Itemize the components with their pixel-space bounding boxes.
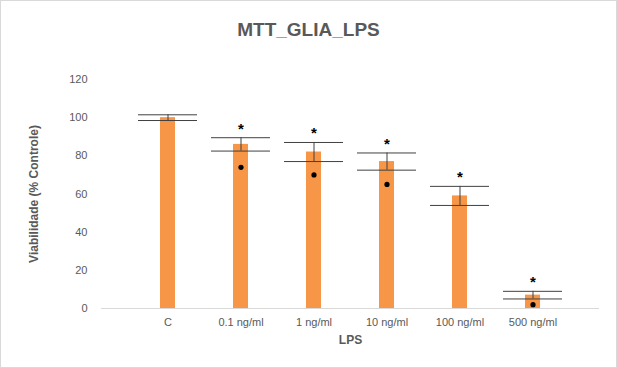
svg-text:80: 80 [75, 149, 87, 161]
html-text:MTT_GLIA_LPS: MTT_GLIA_LPS [237, 19, 380, 40]
svg-text:*: * [457, 168, 463, 185]
svg-text:120: 120 [69, 73, 87, 85]
svg-text:0: 0 [81, 302, 87, 314]
svg-text:100: 100 [69, 111, 87, 123]
svg-text:1 ng/ml: 1 ng/ml [296, 316, 332, 328]
svg-text:40: 40 [75, 226, 87, 238]
svg-text:100 ng/ml: 100 ng/ml [436, 316, 484, 328]
svg-text:*: * [238, 120, 244, 137]
svg-text:0.1 ng/ml: 0.1 ng/ml [218, 316, 263, 328]
svg-text:*: * [530, 273, 536, 290]
svg-text:500 ng/ml: 500 ng/ml [509, 316, 557, 328]
svg-text:10 ng/ml: 10 ng/ml [366, 316, 408, 328]
svg-text:Viabilidade (% Controle): Viabilidade (% Controle) [27, 125, 41, 263]
svg-text:LPS: LPS [339, 333, 362, 347]
svg-text:*: * [311, 124, 317, 141]
svg-text:60: 60 [75, 188, 87, 200]
svg-text:C: C [164, 316, 172, 328]
svg-text:20: 20 [75, 264, 87, 276]
svg-text:*: * [384, 135, 390, 152]
